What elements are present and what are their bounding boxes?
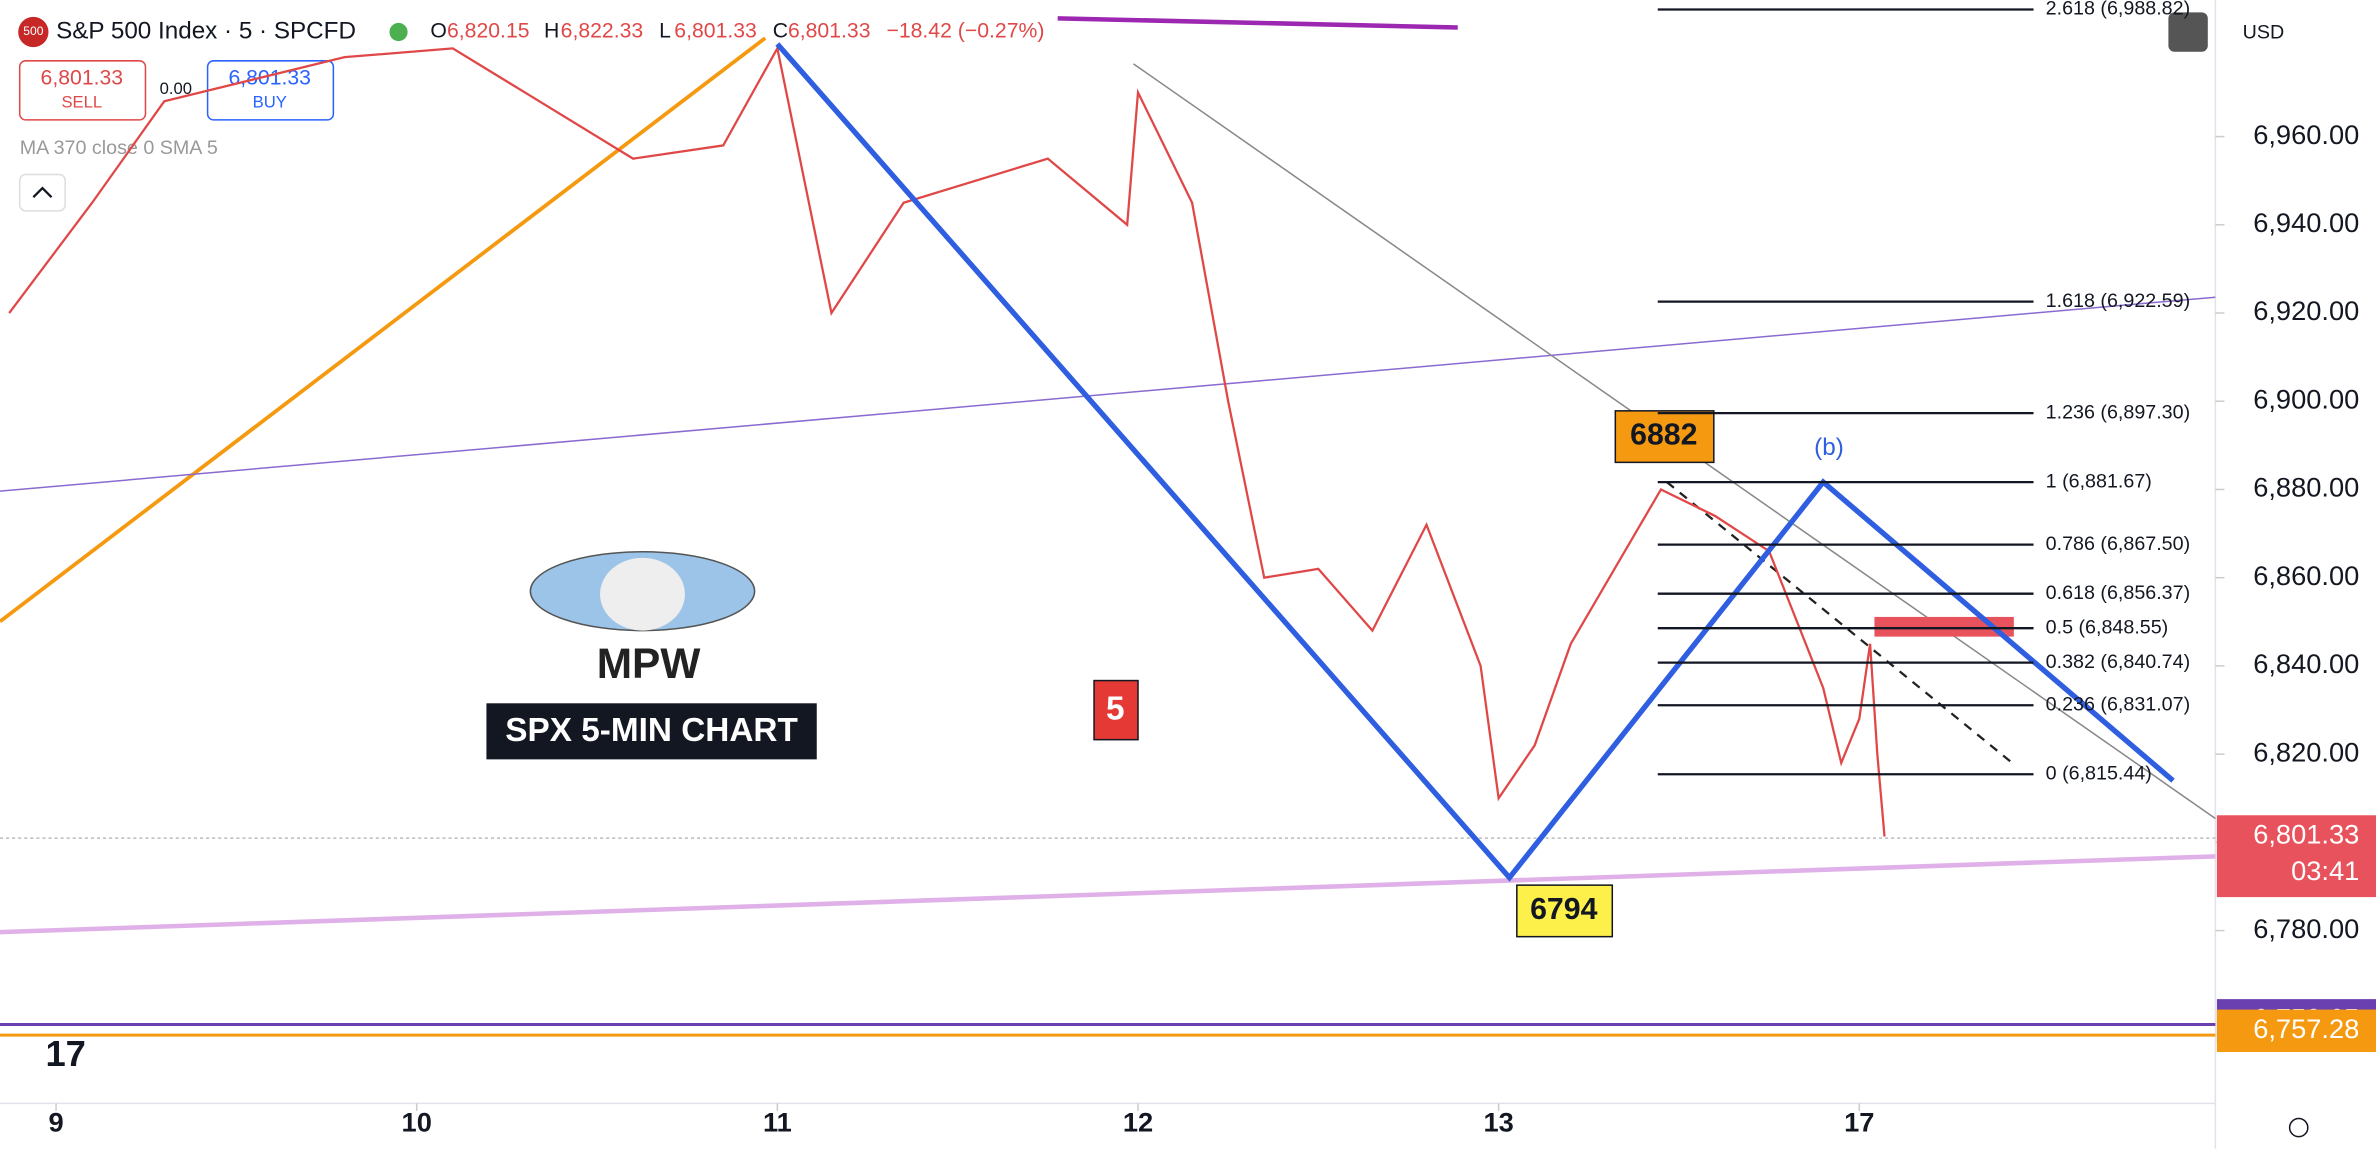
target-zone [1874, 616, 2014, 637]
symbol[interactable]: S&P 500 Index · 5 · SPCFD [56, 17, 356, 44]
price-tick-label: 6,780.00 [2253, 913, 2359, 944]
market-status [389, 22, 408, 42]
price-tick-label: 6,820.00 [2253, 736, 2359, 767]
change: −18.42 (−0.27%) [886, 20, 1044, 43]
countdown: 03:41 [2291, 855, 2359, 886]
wave-line [775, 42, 2175, 882]
price-tick-label: 6,920.00 [2253, 295, 2359, 326]
caption: SPX 5-MIN CHART [505, 712, 798, 749]
fib-label: 0 (6,815.44) [2046, 762, 2152, 784]
currency: USD [2243, 22, 2285, 44]
count-box [1093, 679, 1139, 741]
price-tick-label: 6,900.00 [2253, 383, 2359, 414]
low-label: 6794 [1530, 893, 1598, 926]
time-tick-label: 13 [1483, 1107, 1513, 1138]
price-tick-label: 6,880.00 [2253, 472, 2359, 503]
orange-level-label: 6,757.28 [2253, 1013, 2359, 1044]
orange-level-badge [2216, 1009, 2376, 1053]
spread: 0.00 [160, 79, 192, 98]
ohlc-value: 6,822.33 [561, 20, 644, 43]
fib-label: 1.236 (6,897.30) [2046, 401, 2190, 423]
currency-box[interactable] [2230, 12, 2367, 55]
fib-label: 0.786 (6,867.50) [2046, 533, 2190, 555]
orange-trendline [0, 36, 767, 623]
ohlc-value: 6,820.15 [447, 20, 530, 43]
price-tick-label: 6,840.00 [2253, 648, 2359, 679]
fib-label: 0.236 (6,831.07) [2046, 693, 2190, 715]
price-tick-label: 6,940.00 [2253, 207, 2359, 238]
purple-top-line [1057, 16, 1458, 30]
time-tick-label: 17 [1844, 1107, 1874, 1138]
ohlc-value: 6,801.33 [674, 20, 757, 43]
sell-label: SELL [61, 93, 102, 112]
indicator-legend[interactable]: MA 370 close 0 SMA 5 [20, 137, 218, 159]
sell-price: 6,801.33 [41, 67, 124, 90]
last-price-label: 6,801.33 [2253, 819, 2359, 850]
wave-label: (b) [1814, 434, 1844, 461]
symbol-icon [18, 16, 49, 48]
ohlc-label: L [659, 20, 671, 43]
buy-price: 6,801.33 [228, 67, 311, 90]
logo-text: MPW [597, 640, 701, 687]
price-tick-label: 6,860.00 [2253, 560, 2359, 591]
fib-label: 0.382 (6,840.74) [2046, 651, 2190, 673]
fib-label: 0.618 (6,856.37) [2046, 582, 2190, 604]
time-tick-label: 12 [1123, 1107, 1153, 1138]
settings-icon[interactable] [2288, 1117, 2309, 1138]
symbol-icon-text: 500 [23, 24, 43, 38]
low-box [1516, 884, 1614, 938]
buy-label: BUY [253, 93, 287, 112]
high-box [1614, 410, 1715, 464]
fib-label: 1 (6,881.67) [2046, 470, 2152, 492]
price-tick-label: 6,960.00 [2253, 119, 2359, 150]
ohlc-label: O [430, 20, 447, 43]
collapse-button[interactable] [18, 173, 66, 212]
ohlc-label: H [544, 20, 559, 43]
ohlc-value: 6,801.33 [788, 20, 871, 43]
pink-trendline [0, 854, 2216, 935]
tv-logo: 17 [45, 1033, 85, 1074]
caption-box [486, 703, 817, 760]
fib-label: 1.618 (6,922.59) [2046, 290, 2190, 312]
time-tick-label: 10 [402, 1107, 432, 1138]
time-tick-label: 9 [48, 1107, 63, 1138]
last-price-badge [2216, 815, 2376, 898]
fullscreen-button[interactable] [2168, 12, 2208, 52]
time-tick-label: 11 [763, 1107, 792, 1138]
high-label: 6882 [1630, 419, 1697, 452]
sell-button[interactable] [18, 60, 147, 121]
logo-panda [600, 557, 685, 631]
dashed-projection [1666, 481, 2017, 767]
collapse-icon [32, 186, 53, 198]
price-line [8, 45, 1886, 837]
wave-count: 5 [1106, 691, 1125, 728]
ohlc-label: C [773, 20, 788, 43]
fib-label: 0.5 (6,848.55) [2046, 616, 2169, 638]
fib-label: 2.618 (6,988.82) [2046, 0, 2190, 20]
purple-trendline [0, 296, 2216, 492]
